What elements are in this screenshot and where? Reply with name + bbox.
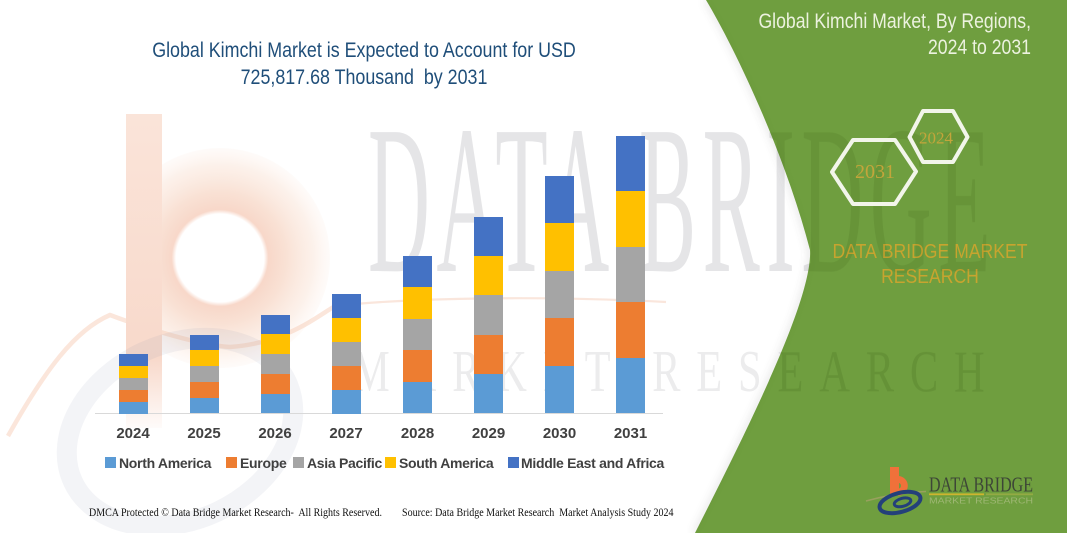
svg-text:MARKET RESEARCH: MARKET RESEARCH (929, 497, 1033, 506)
svg-text:2031: 2031 (855, 161, 895, 183)
svg-text:MARKET RESEARCH: MARKET RESEARCH (352, 340, 1001, 405)
svg-text:DATA BRIDGE: DATA BRIDGE (929, 473, 1033, 497)
svg-text:2024: 2024 (919, 129, 954, 148)
svg-text:DATA BRIDGE: DATA BRIDGE (368, 83, 997, 318)
